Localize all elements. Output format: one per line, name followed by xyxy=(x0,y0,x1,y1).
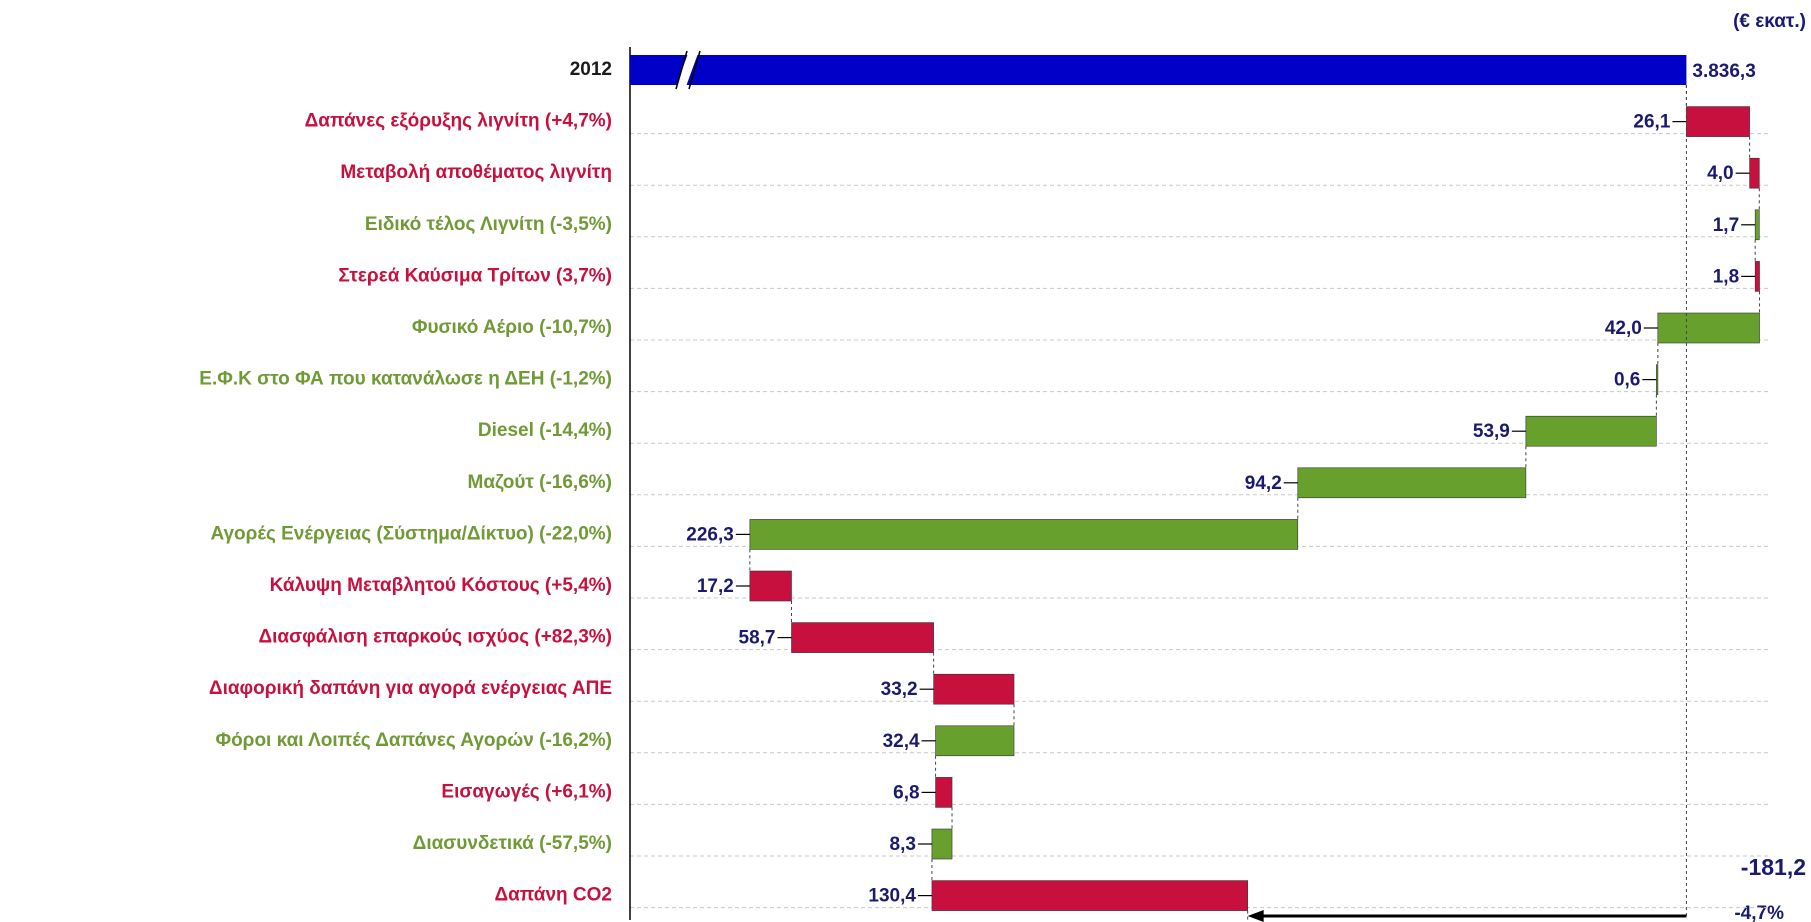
value-label: 26,1 xyxy=(1633,112,1670,133)
bar xyxy=(749,519,1299,550)
bar xyxy=(791,622,934,653)
value-label: 130,4 xyxy=(868,886,916,907)
value-label: 33,2 xyxy=(881,679,918,700)
axis-break-line xyxy=(688,50,701,90)
change-arrowhead xyxy=(1247,910,1264,922)
category-label: Diesel (-14,4%) xyxy=(478,420,612,441)
value-label: 17,2 xyxy=(697,576,734,597)
category-label: Διασφάλιση επαρκούς ισχύος (+82,3%) xyxy=(258,627,612,648)
category-label: Κάλυψη Μεταβλητού Κόστους (+5,4%) xyxy=(270,575,612,596)
axis-break xyxy=(675,51,699,89)
bar xyxy=(1754,261,1760,292)
value-label: 6,8 xyxy=(893,782,919,803)
value-label: 0,6 xyxy=(1614,370,1640,391)
category-label: Διαφορική δαπάνη για αγορά ενέργειας ΑΠΕ xyxy=(209,678,612,699)
category-label: Αγορές Ενέργειας (Σύστημα/Δίκτυο) (-22,0… xyxy=(210,523,612,544)
value-label: 58,7 xyxy=(739,628,776,649)
value-label: 42,0 xyxy=(1605,318,1642,339)
bar xyxy=(1754,209,1760,241)
unit-label: (€ εκατ.) xyxy=(1733,11,1806,32)
axis-break-line xyxy=(675,50,688,90)
bar xyxy=(935,725,1015,757)
bar xyxy=(1657,312,1760,344)
change-label: -181,2 xyxy=(1741,854,1806,880)
category-label: Ε.Φ.Κ στο ΦΑ που κατανάλωσε η ΔΕΗ (-1,2%… xyxy=(199,369,612,390)
change-pct-label: -4,7% xyxy=(1734,903,1784,922)
value-label: 32,4 xyxy=(883,731,920,752)
value-label: 53,9 xyxy=(1473,421,1510,442)
value-label: 4,0 xyxy=(1707,163,1733,184)
category-label: 2012 xyxy=(570,59,612,80)
category-label: Δαπάνες εξόρυξης λιγνίτη (+4,7%) xyxy=(305,111,612,132)
bar xyxy=(935,777,953,808)
bar xyxy=(933,673,1015,705)
value-label: 226,3 xyxy=(686,524,734,545)
bar xyxy=(1686,106,1750,137)
category-label: Ειδικό τέλος Λιγνίτη (-3,5%) xyxy=(365,214,612,235)
value-label: 1,7 xyxy=(1713,215,1739,236)
bar xyxy=(1656,364,1659,395)
bar xyxy=(1297,467,1527,499)
value-label: 3.836,3 xyxy=(1692,61,1755,82)
bar xyxy=(1749,157,1760,189)
value-label: 1,8 xyxy=(1713,266,1739,287)
category-label: Στερεά Καύσιμα Τρίτων (3,7%) xyxy=(338,265,612,286)
category-label: Δαπάνη CO2 xyxy=(494,885,612,906)
category-label: Διασυνδετικά (-57,5%) xyxy=(413,833,612,854)
category-label: Φόροι και Λοιπές Δαπάνες Αγορών (-16,2%) xyxy=(215,730,612,751)
category-label: Φυσικό Αέριο (-10,7%) xyxy=(412,317,612,338)
bar xyxy=(630,55,1687,85)
category-label: Μαζούτ (-16,6%) xyxy=(468,472,612,493)
bar xyxy=(749,570,792,602)
value-label: 94,2 xyxy=(1245,473,1282,494)
bar xyxy=(931,880,1248,911)
bar xyxy=(1525,415,1657,447)
value-label: 8,3 xyxy=(890,834,916,855)
bar xyxy=(931,828,953,860)
category-label: Εισαγωγές (+6,1%) xyxy=(441,781,612,802)
category-label: Μεταβολή αποθέματος λιγνίτη xyxy=(340,162,612,183)
